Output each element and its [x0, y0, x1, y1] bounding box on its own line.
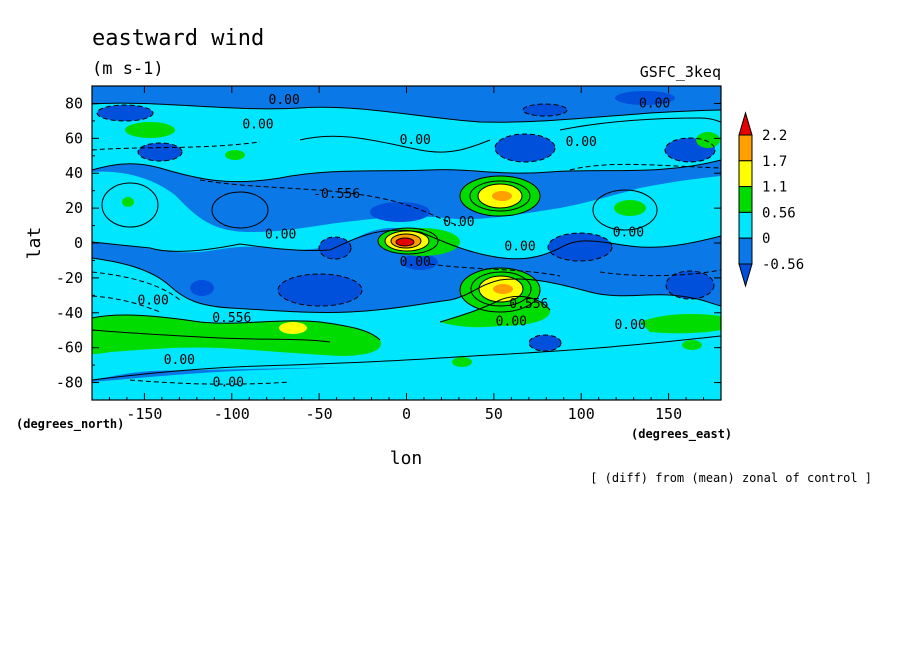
zone-cyan-north	[92, 103, 721, 182]
x-axis: -150 -100 -50 0 50 100 150	[108, 86, 705, 423]
y-tick-label: -60	[56, 339, 83, 357]
x-tick-label: 50	[485, 405, 503, 423]
x-tick-label: -100	[214, 405, 250, 423]
contour-lines-dashed	[92, 103, 721, 385]
y-tick-label: 20	[65, 199, 83, 217]
model-label: GSFC_3keq	[640, 63, 721, 81]
legend-swatch	[738, 237, 753, 265]
contour-label: 0.00	[613, 226, 644, 241]
legend-swatch-bottom	[738, 263, 753, 288]
contour-label: 0.556	[212, 311, 251, 326]
y-tick-label: 80	[65, 94, 83, 112]
x-tick-label: 100	[568, 405, 595, 423]
y-axis: -80 -60 -40 -20 0 20 40 60 80	[56, 85, 721, 401]
comparison-note: [ (diff) from (mean) zonal of control ]	[590, 471, 872, 485]
contour-lines-solid	[92, 102, 721, 381]
contour-labels: 0.00 0.00 0.00 0.00 0.00 -0.556 0.00 0.00 0.00 0.…	[137, 93, 670, 391]
contour-label: 0.00	[400, 255, 431, 270]
legend-swatch-top	[738, 111, 753, 136]
legend-swatch	[738, 134, 753, 162]
contour-label: -0.556	[313, 187, 360, 202]
contour-label: 0.00	[269, 93, 300, 108]
chart-title: eastward wind	[92, 26, 264, 51]
contour-label: 0.00	[265, 227, 296, 242]
contour-label: 0.00	[614, 318, 645, 333]
y-tick-label: -20	[56, 269, 83, 287]
legend-level-label: 1.1	[762, 180, 787, 196]
negative-pockets	[97, 91, 715, 351]
legend-level-label: 2.2	[762, 128, 787, 144]
legend-level-label: 0	[762, 231, 770, 247]
contour-label: 0.00	[496, 315, 527, 330]
contour-label: 0.00	[137, 294, 168, 309]
legend-level-label: 0.56	[762, 205, 796, 221]
contour-label: 0.00	[504, 239, 535, 254]
x-units-label: (degrees_east)	[631, 427, 732, 442]
plot-area: 0.00 0.00 0.00 0.00 0.00 -0.556 0.00 0.00 0.00 0.…	[92, 86, 721, 400]
legend-level-label: 1.7	[762, 154, 787, 170]
contour-label: 0.00	[242, 117, 273, 132]
y-tick-label: 0	[74, 234, 83, 252]
contour-label: 0.00	[164, 353, 195, 368]
contour-label: 0.00	[213, 376, 244, 391]
contour-label: 0.00	[443, 215, 474, 230]
chart-units: (m s-1)	[92, 59, 164, 79]
legend-swatch	[738, 160, 753, 188]
x-tick-label: -150	[126, 405, 162, 423]
y-units-label: (degrees_north)	[16, 417, 124, 432]
legend-swatch	[738, 211, 753, 239]
x-tick-label: 150	[655, 405, 682, 423]
y-tick-label: -80	[56, 374, 83, 392]
y-axis-label: lat	[24, 227, 45, 260]
zone-cyan-polar	[92, 338, 721, 400]
x-axis-label: lon	[390, 448, 423, 469]
contour-label: 0.00	[566, 135, 597, 150]
contour-label: 0.556	[509, 297, 548, 312]
x-tick-label: -50	[306, 405, 333, 423]
y-tick-label: -40	[56, 304, 83, 322]
contour-label: 0.00	[639, 96, 670, 111]
y-tick-label: 40	[65, 164, 83, 182]
color-legend: 2.2 1.7 1.1 0.56 0 -0.56	[738, 111, 804, 288]
x-tick-label: 0	[402, 405, 411, 423]
y-tick-label: 60	[65, 129, 83, 147]
contour-label: 0.00	[400, 133, 431, 148]
legend-swatch	[738, 186, 753, 213]
legend-level-label: -0.56	[762, 257, 804, 273]
